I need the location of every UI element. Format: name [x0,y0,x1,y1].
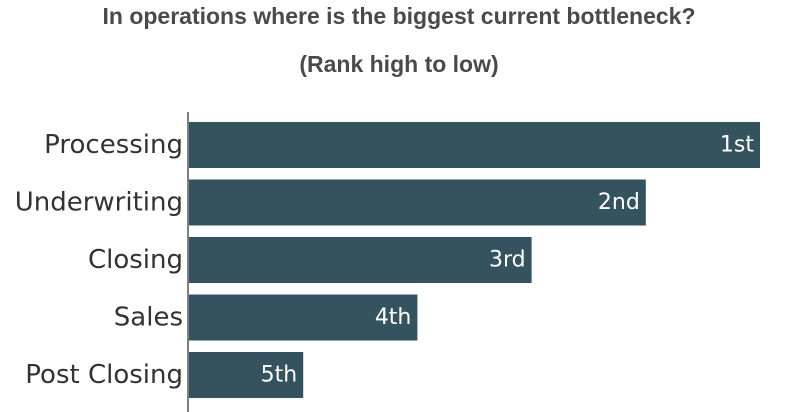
chart-title: In operations where is the biggest curre… [103,3,696,29]
category-label: Closing [88,245,183,275]
bar-data-label: 4th [375,305,412,330]
bar-post-closing [189,352,304,398]
bar-sales [189,294,418,341]
category-label: Sales [114,303,183,333]
bar-data-label: 3rd [489,248,526,273]
category-label: Post Closing [25,360,183,390]
category-label: Underwriting [15,188,183,218]
bar-underwriting [189,179,646,226]
bar-data-label: 1st [720,133,754,158]
category-label: Processing [44,130,183,160]
bar-data-label: 2nd [598,190,640,215]
bar-data-label: 5th [261,363,298,388]
chart-subtitle: (Rank high to low) [299,51,498,77]
bar-closing [189,237,532,283]
bar-processing [189,122,760,168]
bars-group: Processing 1st Underwriting 2nd Closing 3rd Sa… [15,122,760,398]
